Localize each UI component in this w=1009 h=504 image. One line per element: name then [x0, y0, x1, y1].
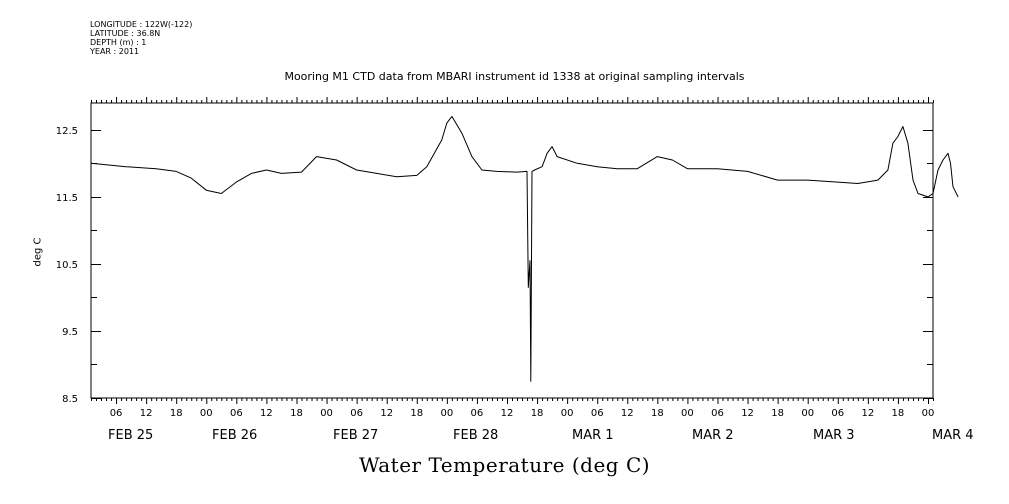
x-hour-label: 18 — [410, 408, 423, 419]
x-day-label: FEB 25 — [108, 428, 153, 443]
x-axis-title: Water Temperature (deg C) — [358, 453, 651, 477]
year-text: YEAR : 2011 — [90, 47, 140, 56]
x-hour-label: 00 — [200, 408, 213, 419]
y-tick-label: 12.5 — [56, 126, 78, 137]
x-hour-label: 06 — [471, 408, 484, 419]
latitude-text: LATITUDE : 36.8N — [90, 29, 161, 38]
x-day-label: MAR 4 — [932, 428, 974, 443]
longitude-text: LONGITUDE : 122W(-122) — [90, 20, 193, 29]
series-line-water-temperature — [90, 115, 959, 382]
x-hour-label: 12 — [501, 408, 514, 419]
x-day-label: MAR 1 — [572, 428, 614, 443]
x-hour-label: 06 — [711, 408, 724, 419]
x-day-label: MAR 2 — [692, 428, 734, 443]
x-hour-label: 12 — [861, 408, 874, 419]
y-tick-label: 9.5 — [62, 327, 78, 338]
x-hour-label: 18 — [892, 408, 905, 419]
x-hour-label: 12 — [621, 408, 634, 419]
x-hour-label: 06 — [591, 408, 604, 419]
x-day-label: MAR 3 — [813, 428, 855, 443]
x-hour-label: 18 — [651, 408, 664, 419]
x-hour-label: 00 — [440, 408, 453, 419]
y-tick-label: 8.5 — [62, 394, 78, 405]
x-hour-label: 00 — [320, 408, 333, 419]
x-day-label: FEB 28 — [453, 428, 498, 443]
x-hour-label: 18 — [531, 408, 544, 419]
x-hour-label: 12 — [140, 408, 153, 419]
plot-frame — [90, 102, 934, 399]
x-day-label: FEB 27 — [333, 428, 378, 443]
x-hour-label: 00 — [801, 408, 814, 419]
y-tick-label: 11.5 — [56, 193, 78, 204]
x-hour-label: 06 — [831, 408, 844, 419]
x-hour-label: 06 — [110, 408, 123, 419]
x-hour-label: 12 — [741, 408, 754, 419]
y-tick-label: 10.5 — [56, 260, 78, 271]
x-hour-label: 00 — [561, 408, 574, 419]
x-day-label: FEB 26 — [212, 428, 257, 443]
x-hour-label: 12 — [260, 408, 273, 419]
depth-text: DEPTH (m) : 1 — [90, 38, 147, 47]
x-hour-label: 12 — [380, 408, 393, 419]
x-hour-label: 06 — [350, 408, 363, 419]
metadata-block: LONGITUDE : 122W(-122) LATITUDE : 36.8N … — [90, 20, 192, 56]
chart-title: Mooring M1 CTD data from MBARI instrumen… — [284, 70, 745, 83]
x-hour-label: 18 — [290, 408, 303, 419]
x-hour-label: 06 — [230, 408, 243, 419]
x-hour-label: 00 — [922, 408, 935, 419]
x-hour-label: 00 — [681, 408, 694, 419]
x-hour-label: 18 — [771, 408, 784, 419]
x-hour-label: 18 — [170, 408, 183, 419]
